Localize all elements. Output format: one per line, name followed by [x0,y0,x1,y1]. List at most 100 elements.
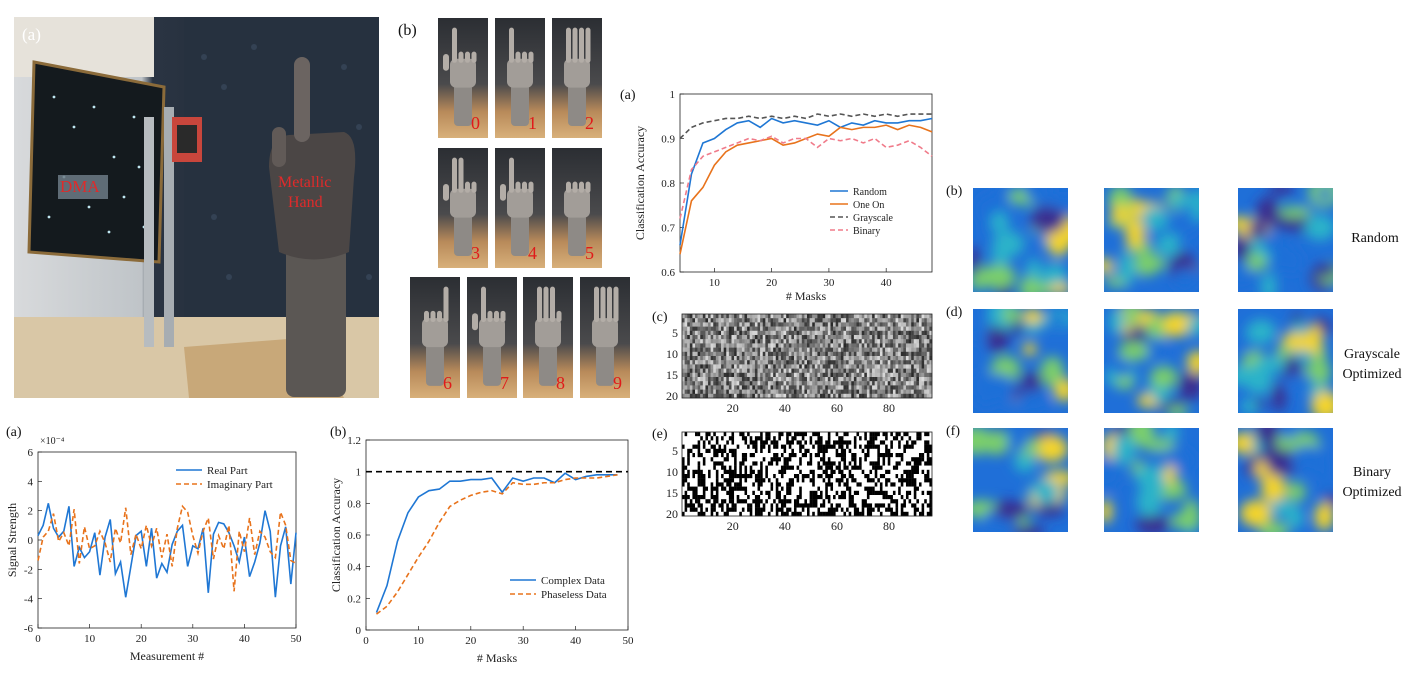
mask-y-tick-label: 5 [672,444,678,458]
binary-mask-grid: 5 10 15 20 20 40 60 80 [666,431,933,533]
y-tick-label: 4 [28,476,34,488]
gesture-digit-label: 0 [471,113,480,133]
y-tick-label: 0.9 [661,134,675,146]
legend-label: Binary [853,226,880,237]
mask-y-tick-label: 15 [666,486,678,500]
field-map-r1-c0 [973,309,1068,413]
complex-vs-phaseless-chart: 0 0.2 0.4 0.6 0.8 1 1.2 0 10 20 30 40 50 # Masks Class… [330,435,635,665]
gesture-digit-label: 8 [556,373,565,393]
gesture-image-2: 2 [552,18,602,138]
x-tick-label: 10 [84,633,96,645]
wooden-hand-drawing [535,286,562,386]
y-axis-label: Signal Strength [5,503,19,577]
wooden-hand-drawing [443,157,477,256]
gesture-image-3: 3 [438,148,488,268]
x-tick-label: 20 [136,633,148,645]
x-tick-label: 40 [239,633,251,645]
y-tick-label: 0.8 [661,178,675,190]
legend-label: Real Part [207,465,248,477]
x-tick-label: 20 [766,277,778,289]
row3-label-line2: Optimized [1342,485,1402,500]
signal-strength-chart: -6 -4 -2 0 2 4 6 0 10 20 30 40 50 Measurement # Signal… [5,436,303,663]
gesture-digit-label: 3 [471,243,480,263]
gesture-image-4: 4 [495,148,545,268]
field-map-r0-c0 [973,188,1068,292]
x-tick-label: 10 [413,635,425,647]
series-line-0 [37,503,297,598]
legend-label: Complex Data [541,575,605,587]
mask-x-tick-label: 20 [727,519,739,533]
mask-frame [681,313,933,399]
legend-box [506,570,624,606]
mask-cells [682,432,933,517]
gesture-image-8: 8 [523,277,573,398]
gesture-digit-label: 9 [613,373,622,393]
x-tick-label: 30 [823,277,835,289]
y-tick-label: 0 [28,535,34,547]
y-tick-label: 0.6 [661,267,675,279]
row1-label: Random [1351,231,1399,246]
gestures-panel-label: (b) [398,22,417,39]
gesture-digit-label: 6 [443,373,452,393]
y-tick-label: 0 [356,625,362,637]
hand-label-line1: Metallic [278,174,332,191]
y-axis-label: Classification Accuracy [633,126,647,240]
field-map-r2-c2 [1238,428,1333,532]
x-tick-label: 40 [881,277,893,289]
series-line-0 [679,117,933,246]
y-tick-label: 0.7 [661,223,675,235]
wooden-hand-drawing [592,286,619,386]
series-line-0 [375,472,618,613]
y-tick-label: 6 [28,447,34,459]
exponent-label: ×10⁻⁴ [40,436,65,447]
x-axis-label: # Masks [477,651,518,665]
photo-panel-label: (a) [22,25,41,44]
x-tick-label: 50 [291,633,303,645]
x-tick-label: 0 [363,635,369,647]
y-tick-label: 0.8 [347,498,361,510]
gesture-image-9: 9 [580,277,630,398]
setup-drawing [14,17,379,398]
y-axis-label: Classification Accuracy [330,478,343,592]
y-tick-label: 0.6 [347,530,361,542]
legend-label: Imaginary Part [207,479,273,491]
x-tick-label: 0 [35,633,41,645]
complex-panel-label: (b) [330,425,347,440]
y-tick-label: 0.2 [347,593,361,605]
y-tick-label: -2 [24,564,33,576]
x-axis-label: # Masks [786,289,827,303]
field-map-r0-c1 [1104,188,1199,292]
x-tick-label: 50 [623,635,635,647]
fields-label-f: (f) [946,424,960,439]
dma-label: DMA [60,177,100,196]
mask-y-tick-label: 20 [666,389,678,403]
binary-mask-panel-label: (e) [652,427,668,442]
gesture-digit-label: 1 [528,113,537,133]
row3-label-line1: Binary [1352,465,1392,480]
grayscale-mask-panel-label: (c) [652,310,668,325]
mask-x-tick-label: 60 [831,401,843,415]
legend-label: Random [853,187,887,198]
x-tick-label: 20 [465,635,477,647]
fields-label-b: (b) [946,184,963,199]
x-tick-label: 10 [709,277,721,289]
gesture-digit-label: 2 [585,113,594,133]
gesture-digit-label: 5 [585,243,594,263]
mask-x-tick-label: 40 [779,519,791,533]
gesture-digit-label: 7 [500,373,509,393]
wooden-hand-drawing [500,157,534,256]
mask-y-tick-label: 20 [666,507,678,521]
row-label-grayscale-optimized: Grayscale Optimized [1340,345,1404,385]
wooden-hand-drawing [422,286,449,386]
field-map-r2-c1 [1104,428,1199,532]
wooden-hand-drawing [564,27,591,126]
gesture-image-7: 7 [467,277,517,398]
mask-x-tick-label: 60 [831,519,843,533]
legend-box [172,460,294,496]
mask-x-tick-label: 20 [727,401,739,415]
mask-y-tick-label: 15 [666,368,678,382]
row-label-random: Random [1345,229,1405,249]
gesture-image-5: 5 [552,148,602,268]
gesture-image-1: 1 [495,18,545,138]
hand-label-line2: Hand [288,194,323,211]
